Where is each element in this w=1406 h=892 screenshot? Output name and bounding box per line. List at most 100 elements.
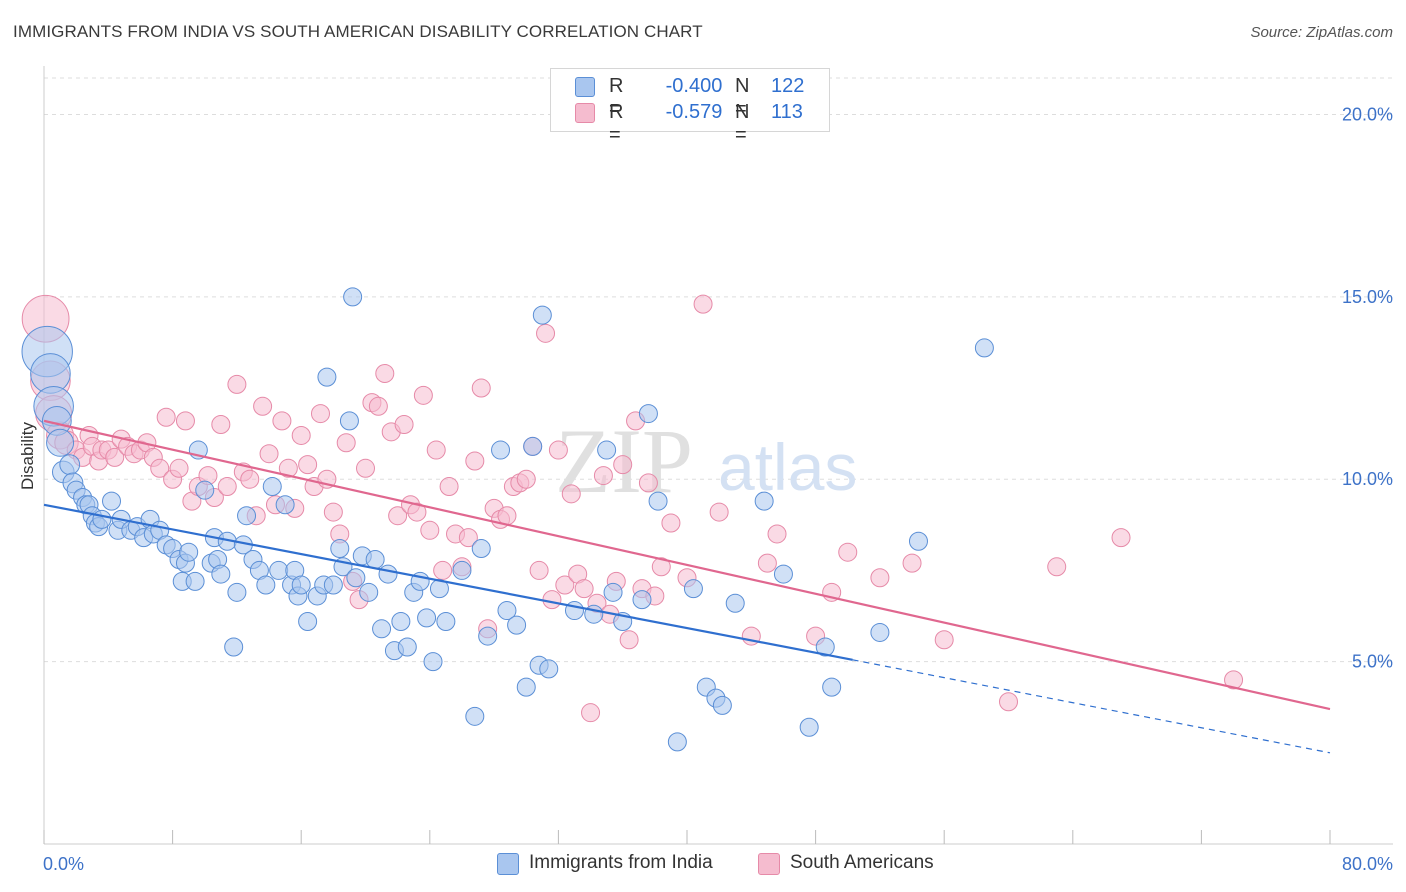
point-south-americans	[278, 458, 298, 478]
point-south-americans	[693, 294, 713, 314]
point-south-americans	[240, 469, 260, 489]
point-immigrants-from-india	[237, 506, 257, 526]
point-immigrants-from-india	[497, 601, 517, 621]
legend-n-value-south: 113	[771, 101, 803, 123]
point-immigrants-from-india	[298, 611, 318, 631]
point-immigrants-from-india	[523, 436, 543, 456]
legend-r-label: R =	[609, 101, 624, 146]
trend-line-south-americans	[43, 419, 1331, 711]
point-immigrants-from-india	[102, 491, 122, 511]
point-immigrants-from-india	[92, 509, 112, 529]
bottom-legend-swatch-south	[758, 853, 780, 875]
point-south-americans	[169, 458, 189, 478]
point-south-americans	[902, 553, 922, 573]
point-immigrants-from-india	[378, 564, 398, 584]
point-south-americans	[458, 528, 478, 548]
trend-lines	[43, 419, 1331, 754]
point-south-americans	[394, 415, 414, 435]
bottom-legend-label-india: Immigrants from India	[529, 852, 713, 873]
point-south-americans	[150, 458, 170, 478]
point-south-americans	[561, 484, 581, 504]
point-south-americans	[529, 560, 549, 580]
point-immigrants-from-india	[275, 495, 295, 515]
point-south-americans	[105, 447, 125, 467]
point-immigrants-from-india	[343, 287, 363, 307]
point-south-americans	[574, 579, 594, 599]
y-tick-label: 10.0%	[1342, 469, 1393, 489]
point-immigrants-from-india	[683, 579, 703, 599]
point-immigrants-from-india	[870, 622, 890, 642]
point-south-americans	[1047, 557, 1067, 577]
point-south-americans	[356, 458, 375, 478]
point-immigrants-from-india	[754, 491, 774, 511]
point-immigrants-from-india	[597, 440, 617, 460]
point-immigrants-from-india	[269, 560, 289, 580]
legend-r-label: R =	[609, 75, 624, 120]
point-south-americans	[175, 411, 195, 431]
point-south-americans	[593, 466, 613, 486]
point-south-americans	[767, 524, 787, 544]
point-immigrants-from-india	[365, 549, 385, 569]
point-immigrants-from-india	[397, 637, 417, 657]
point-south-americans	[757, 553, 777, 573]
point-immigrants-from-india	[815, 637, 835, 657]
point-south-americans	[211, 415, 231, 435]
point-south-americans	[323, 502, 343, 522]
point-south-americans	[253, 396, 273, 416]
point-immigrants-from-india	[532, 305, 552, 325]
point-immigrants-from-india	[471, 539, 491, 559]
point-south-americans	[613, 455, 633, 475]
x-tick-label-max: 80.0%	[1342, 854, 1393, 874]
point-immigrants-from-india	[59, 454, 81, 476]
legend-swatch-south	[575, 103, 595, 123]
bottom-legend-swatch-india	[497, 853, 519, 875]
point-south-americans	[870, 568, 890, 588]
legend-n-label: N =	[735, 75, 750, 120]
point-immigrants-from-india	[391, 611, 411, 631]
point-immigrants-from-india	[799, 717, 819, 737]
point-south-americans	[310, 404, 330, 424]
point-south-americans	[471, 378, 491, 398]
point-immigrants-from-india	[359, 582, 379, 602]
point-south-americans	[516, 469, 536, 489]
point-immigrants-from-india	[507, 615, 527, 635]
point-south-americans	[433, 560, 453, 580]
point-immigrants-from-india	[185, 571, 205, 591]
point-south-americans	[368, 396, 388, 416]
point-south-americans	[638, 473, 658, 493]
point-immigrants-from-india	[632, 590, 652, 610]
point-immigrants-from-india	[179, 542, 199, 562]
trend-line-immigrants-from-india	[43, 503, 853, 661]
point-south-americans	[439, 477, 459, 497]
point-immigrants-from-india	[478, 626, 498, 646]
legend-swatch-india	[575, 77, 595, 97]
point-south-americans	[336, 433, 356, 453]
y-tick-label: 20.0%	[1342, 104, 1393, 124]
point-immigrants-from-india	[822, 677, 842, 697]
point-south-americans	[999, 692, 1018, 712]
point-south-americans	[465, 451, 485, 471]
point-immigrants-from-india	[452, 560, 472, 580]
y-axis-label: Disability	[18, 421, 37, 490]
point-immigrants-from-india	[908, 531, 928, 551]
y-tick-label: 5.0%	[1352, 652, 1393, 672]
point-immigrants-from-india	[262, 477, 282, 497]
point-south-americans	[619, 630, 639, 650]
point-immigrants-from-india	[346, 568, 366, 588]
point-south-americans	[217, 477, 237, 497]
point-immigrants-from-india	[417, 608, 437, 628]
point-south-americans	[413, 385, 433, 405]
point-immigrants-from-india	[974, 338, 994, 358]
point-south-americans	[426, 440, 446, 460]
source-credit: Source: ZipAtlas.com	[1250, 24, 1393, 41]
point-south-americans	[651, 557, 671, 577]
point-immigrants-from-india	[465, 706, 485, 726]
point-south-americans	[1111, 528, 1131, 548]
point-south-americans	[407, 502, 427, 522]
point-immigrants-from-india	[712, 695, 732, 715]
bottom-legend-label-south: South Americans	[790, 852, 934, 873]
point-south-americans	[709, 502, 729, 522]
y-tick-labels: 5.0% 10.0% 15.0% 20.0%	[1342, 104, 1393, 671]
point-south-americans	[497, 506, 517, 526]
